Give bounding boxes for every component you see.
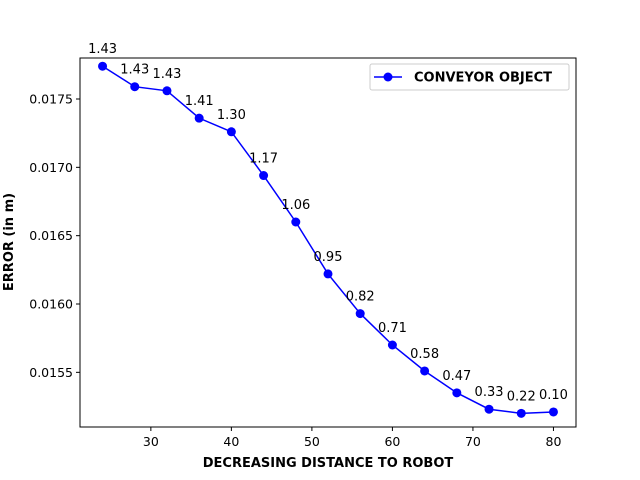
data-point xyxy=(484,404,494,414)
data-point xyxy=(194,113,204,123)
data-point xyxy=(162,86,172,96)
data-point xyxy=(323,269,333,279)
data-point xyxy=(452,388,462,398)
data-point xyxy=(98,61,108,71)
data-label: 1.43 xyxy=(152,67,181,82)
legend-label: CONVEYOR OBJECT xyxy=(414,71,552,86)
series-line xyxy=(102,65,554,415)
data-label: 0.10 xyxy=(539,388,568,403)
data-point xyxy=(548,407,558,417)
x-tick-label: 70 xyxy=(465,434,481,449)
plot-frame xyxy=(79,57,577,428)
y-tick-label: 0.0170 xyxy=(29,160,73,175)
y-tick-label: 0.0165 xyxy=(29,228,73,243)
data-label: 1.30 xyxy=(217,108,246,123)
data-point xyxy=(291,217,301,227)
legend-box xyxy=(369,63,570,91)
data-point xyxy=(226,127,236,137)
y-tick-label: 0.0155 xyxy=(29,365,73,380)
x-tick-label: 30 xyxy=(143,434,159,449)
data-label: 0.33 xyxy=(475,385,504,400)
data-label: 1.41 xyxy=(185,94,214,109)
data-label: 0.58 xyxy=(410,347,439,362)
legend: CONVEYOR OBJECT xyxy=(369,63,570,91)
data-label: 1.17 xyxy=(249,152,278,167)
data-label: 1.43 xyxy=(120,63,149,78)
data-point xyxy=(387,340,397,350)
x-tick-label: 40 xyxy=(223,434,239,449)
data-label: 0.95 xyxy=(314,250,343,265)
data-label: 1.43 xyxy=(88,42,117,57)
legend-marker-sample xyxy=(383,72,393,82)
x-tick-label: 60 xyxy=(384,434,400,449)
axis-layer: 30 40 50 60 70 80 0.0155 0.0160 0.0165 0.0170 0.01… xyxy=(29,92,561,450)
data-point xyxy=(420,366,430,376)
data-label: 0.22 xyxy=(507,389,536,404)
data-point xyxy=(259,171,269,181)
data-point xyxy=(130,82,140,92)
y-tick-label: 0.0160 xyxy=(29,297,73,312)
data-label: 0.71 xyxy=(378,321,407,336)
data-label: 0.47 xyxy=(442,369,471,384)
data-label: 1.06 xyxy=(281,198,310,213)
y-axis-title: ERROR (in m) xyxy=(2,193,17,291)
x-axis-title: DECREASING DISTANCE TO ROBOT xyxy=(203,456,454,471)
x-tick-label: 80 xyxy=(546,434,562,449)
data-point xyxy=(516,408,526,418)
data-label: 0.82 xyxy=(346,290,375,305)
data-point xyxy=(355,309,365,319)
data-layer: 1.431.43 1.431.411.301.171.060.950.820.71… xyxy=(88,42,568,418)
x-tick-label: 50 xyxy=(304,434,320,449)
y-tick-label: 0.0175 xyxy=(29,92,73,107)
